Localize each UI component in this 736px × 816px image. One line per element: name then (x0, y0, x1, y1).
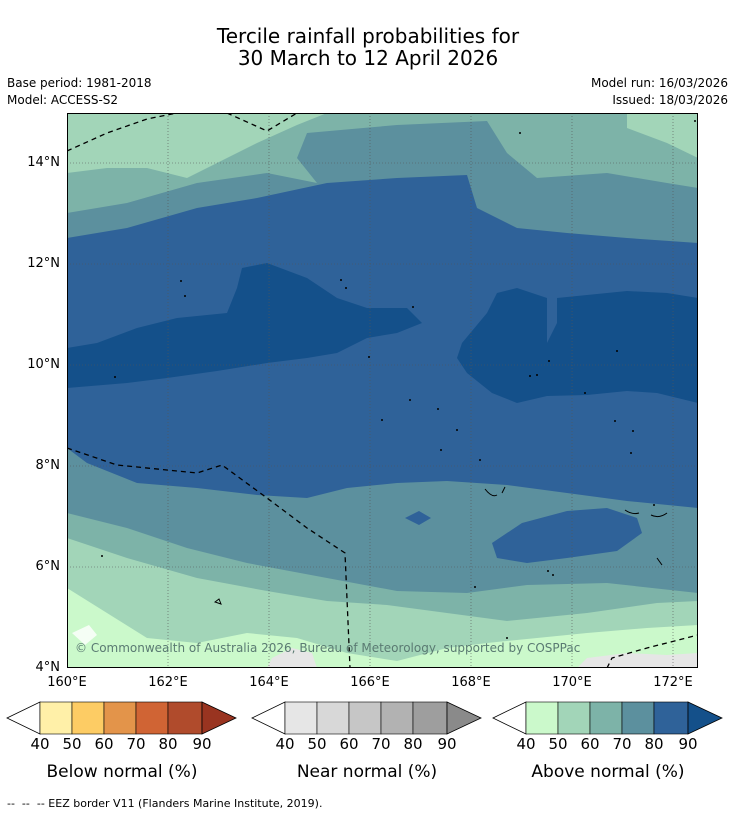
model-run: Model run: 16/03/2026 (590, 76, 728, 90)
lat-tick-6n: 6°N (35, 559, 61, 574)
field-40-50-south (67, 588, 698, 668)
colorbar-tick: 50 (62, 735, 82, 753)
colorbar-tick: 60 (94, 735, 114, 753)
field-80-90 (67, 175, 698, 508)
colorbar-below-arrow-min (6, 701, 41, 735)
colorbar-tick: 40 (275, 735, 295, 753)
lon-tick-168e: 168°E (451, 675, 491, 690)
colorbar-tick: 90 (437, 735, 457, 753)
islands (101, 120, 696, 639)
colorbar-near-title: Near normal (%) (296, 762, 438, 782)
colorbar-below-title: Below normal (%) (46, 762, 198, 782)
colorbar-tick: 80 (644, 735, 664, 753)
colorbar-near-cell (412, 701, 448, 735)
colorbar-tick: 80 (158, 735, 178, 753)
colorbar-above-title: Above normal (%) (531, 762, 685, 782)
colorbar-below-normal (6, 701, 237, 735)
base-period: Base period: 1981-2018 (7, 76, 152, 90)
colorbar-below-cell (103, 701, 137, 735)
colorbar-above-cell (589, 701, 623, 735)
colorbar-below-cell (71, 701, 105, 735)
colorbar-above-arrow-max (687, 701, 723, 735)
colorbar-tick: 40 (30, 735, 50, 753)
colorbar-below-cell (167, 701, 203, 735)
colorbar-below-arrow-max (201, 701, 237, 735)
lon-tick-166e: 166°E (350, 675, 390, 690)
colorbar-below-ticks: 40 50 60 70 80 90 (6, 735, 238, 755)
colorbar-below-cell (135, 701, 169, 735)
gridlines (67, 113, 698, 668)
colorbar-near-arrow-min (251, 701, 286, 735)
field-90-west (67, 263, 422, 388)
colorbar-tick: 40 (516, 735, 536, 753)
lon-tick-172e: 172°E (653, 675, 693, 690)
model-name: Model: ACCESS-S2 (7, 93, 119, 107)
map-title-line1: Tercile rainfall probabilities for (216, 24, 520, 48)
colorbar-near-arrow-max (446, 701, 482, 735)
near-normal-patch (267, 648, 317, 668)
lon-tick-170e: 170°E (552, 675, 592, 690)
lat-tick-8n: 8°N (35, 458, 61, 473)
colorbar-above-cell (557, 701, 591, 735)
field-50-60-northeast (627, 113, 698, 158)
colorbar-above-cell (621, 701, 655, 735)
colorbar-near-cell (380, 701, 414, 735)
colorbar-near-cell (284, 701, 318, 735)
lat-tick-10n: 10°N (27, 357, 60, 372)
colorbar-above-cell (653, 701, 689, 735)
eez-borders (67, 113, 698, 668)
map-frame (67, 113, 698, 668)
colorbar-tick: 70 (612, 735, 632, 753)
probability-map (67, 113, 698, 668)
colorbar-below-cell (39, 701, 73, 735)
field-90-east (457, 288, 698, 403)
eez-footnote: -- -- -- EEZ border V11 (Flanders Marine… (7, 797, 323, 810)
field-50-60-south (67, 538, 698, 668)
issued-date: Issued: 18/03/2026 (612, 93, 728, 107)
colorbar-near-ticks: 40 50 60 70 80 90 (251, 735, 483, 755)
colorbar-tick: 50 (548, 735, 568, 753)
map-title-line2: 30 March to 12 April 2026 (237, 46, 499, 70)
colorbar-tick: 60 (580, 735, 600, 753)
lon-tick-164e: 164°E (249, 675, 289, 690)
lat-tick-12n: 12°N (27, 256, 60, 271)
colorbar-tick: 90 (678, 735, 698, 753)
lat-tick-14n: 14°N (27, 155, 60, 170)
colorbar-near-normal (251, 701, 482, 735)
colorbar-near-cell (316, 701, 350, 735)
probability-fields (67, 113, 698, 668)
lon-tick-160e: 160°E (47, 675, 87, 690)
colorbar-tick: 80 (403, 735, 423, 753)
colorbar-near-cell (348, 701, 382, 735)
colorbar-tick: 70 (126, 735, 146, 753)
attribution-text: © Commonwealth of Australia 2026, Bureau… (75, 641, 581, 655)
colorbar-above-arrow-min (492, 701, 527, 735)
field-80-90-south (492, 508, 642, 563)
lon-tick-162e: 162°E (148, 675, 188, 690)
lat-tick-4n: 4°N (35, 660, 61, 675)
colorbar-above-cell (525, 701, 559, 735)
colorbar-tick: 70 (371, 735, 391, 753)
colorbar-tick: 60 (339, 735, 359, 753)
colorbar-above-normal (492, 701, 723, 735)
colorbar-tick: 90 (192, 735, 212, 753)
colorbar-above-ticks: 40 50 60 70 80 90 (492, 735, 724, 755)
colorbar-tick: 50 (307, 735, 327, 753)
